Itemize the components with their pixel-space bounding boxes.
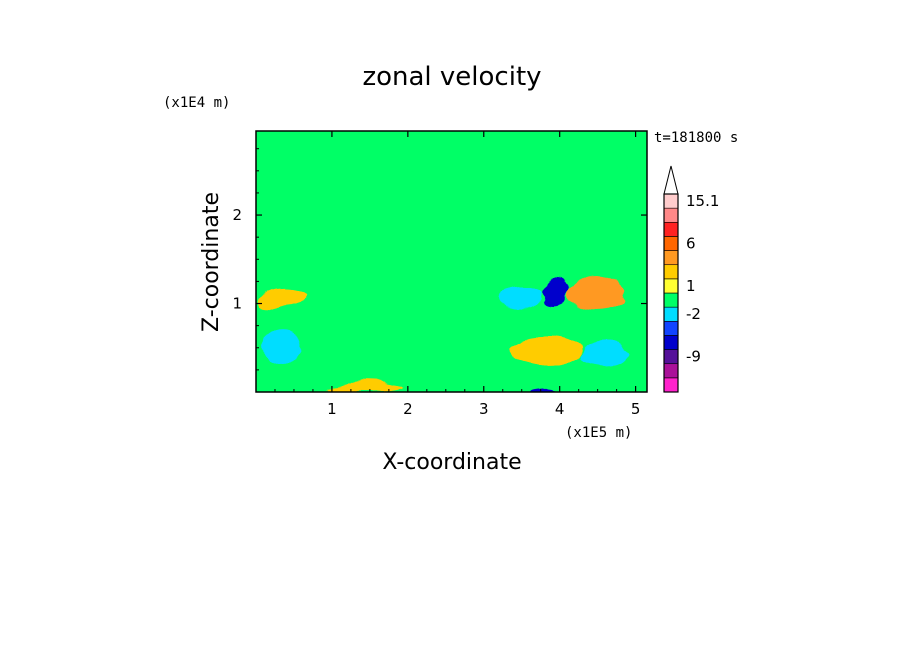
x-tick-label: 2 — [403, 400, 413, 418]
colorbar-label: 15.1 — [686, 192, 719, 210]
field-patch-9 — [510, 338, 583, 366]
y-axis-label: Z-coordinate — [199, 192, 224, 332]
field-patch-13 — [506, 135, 636, 242]
colorbar-segment — [663, 363, 679, 379]
velocity-field — [256, 135, 647, 392]
colorbar-segment — [663, 306, 679, 322]
field-patch-4 — [259, 285, 306, 308]
field-patch-8 — [571, 276, 625, 308]
field-patch-7 — [540, 281, 572, 304]
field-patch-11 — [529, 384, 564, 392]
field-band-2 — [256, 268, 499, 313]
colorbar-segment — [663, 250, 679, 266]
colorbar-label: 1 — [686, 277, 696, 295]
colorbar-segment — [663, 193, 679, 209]
field-patch-12 — [324, 383, 401, 392]
colorbar-segment — [663, 292, 679, 308]
colorbar-segment — [663, 207, 679, 223]
colorbar-segment — [663, 221, 679, 237]
x-axis-ticks: 1 2 3 4 5 — [274, 131, 641, 418]
colorbar-label: 6 — [686, 235, 696, 253]
y-unit-label: (x1E4 m) — [163, 95, 230, 111]
colorbar-segment — [663, 349, 679, 365]
field-patch-5 — [263, 330, 302, 362]
field-patch-6 — [498, 285, 541, 308]
y-axis-ticks: 12 — [232, 148, 647, 371]
colorbar-frame — [663, 193, 679, 393]
chart-title: zonal velocity — [362, 62, 541, 92]
colorbar-label: -2 — [686, 305, 701, 323]
x-tick-label: 3 — [479, 400, 489, 418]
colorbar-label: -9 — [686, 348, 701, 366]
field-band-3 — [256, 325, 545, 370]
x-unit-label: (x1E5 m) — [565, 425, 632, 441]
field-patch-10 — [582, 343, 629, 366]
plot-frame — [255, 130, 648, 393]
y-tick-label: 1 — [232, 295, 242, 313]
colorbar-segment — [663, 377, 679, 393]
x-axis-label: X-coordinate — [382, 450, 521, 475]
time-label: t=181800 s — [654, 130, 738, 146]
colorbar: 15.1 6 1 -2 -9 — [663, 165, 719, 393]
plot-area — [256, 131, 647, 392]
x-tick-label: 4 — [555, 400, 565, 418]
colorbar-segment — [663, 320, 679, 336]
colorbar-segment — [663, 335, 679, 350]
colorbar-extend-arrow — [663, 165, 679, 195]
colorbar-segment — [663, 278, 679, 294]
colorbar-segment — [663, 264, 679, 280]
x-tick-label: 1 — [327, 400, 337, 418]
y-tick-label: 2 — [232, 206, 242, 224]
x-tick-label: 5 — [631, 400, 641, 418]
colorbar-segment — [663, 236, 679, 251]
